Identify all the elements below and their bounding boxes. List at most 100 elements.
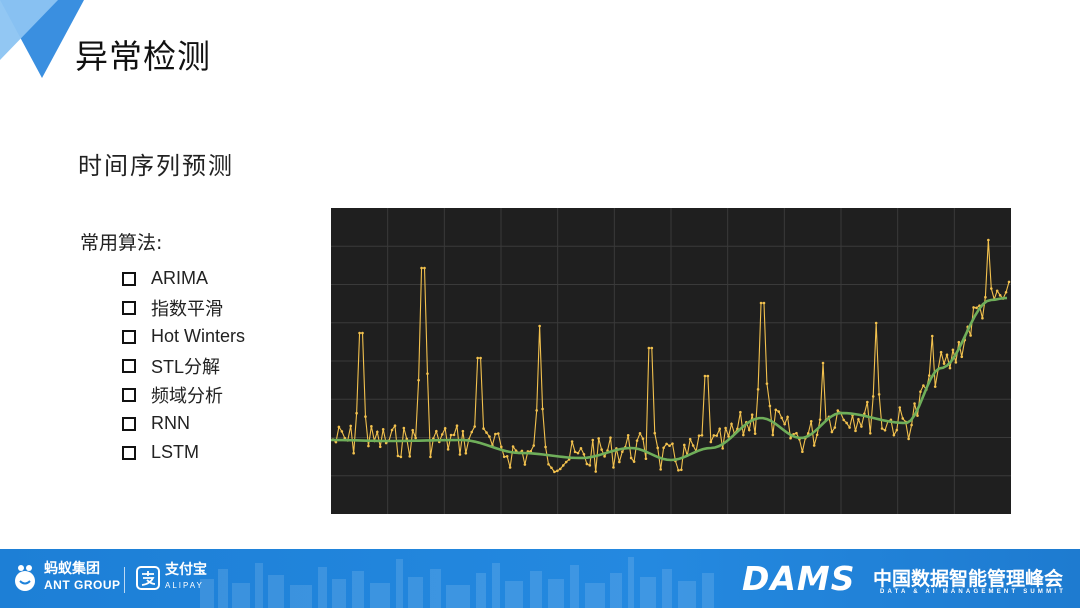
raw-series-point — [494, 432, 497, 436]
raw-series-point — [378, 445, 382, 449]
raw-series-point — [435, 429, 438, 433]
raw-series-point — [488, 435, 491, 438]
raw-series-point — [836, 409, 840, 412]
list-item: STL分解 — [122, 351, 245, 380]
raw-series-point — [933, 385, 937, 388]
raw-series-point — [730, 422, 733, 426]
raw-series-point — [771, 433, 775, 437]
raw-series-point — [426, 372, 429, 375]
raw-series-point — [464, 451, 468, 455]
raw-series-point — [570, 440, 574, 443]
raw-series-point — [653, 431, 657, 435]
raw-series-point — [945, 353, 949, 357]
raw-series-point — [848, 426, 851, 429]
raw-series-point — [742, 433, 745, 437]
raw-series-point — [868, 431, 872, 435]
raw-series-point — [626, 434, 630, 437]
alipay-en: ALIPAY — [165, 581, 204, 590]
ant-icon — [15, 565, 35, 591]
raw-series-point — [919, 390, 922, 393]
raw-series-point — [747, 428, 751, 432]
raw-series-point — [529, 449, 533, 453]
raw-series-point — [691, 444, 695, 447]
raw-series-point — [620, 450, 624, 454]
raw-series-point — [635, 439, 639, 442]
raw-series-point — [485, 431, 488, 434]
raw-series-point — [402, 426, 406, 430]
raw-series-point — [629, 456, 633, 460]
raw-series-point — [594, 470, 598, 473]
raw-series-point — [656, 446, 660, 450]
raw-series-point — [806, 432, 810, 435]
raw-series-point — [511, 445, 515, 448]
raw-series-point — [455, 424, 459, 428]
raw-series-point — [452, 433, 456, 437]
raw-series-point — [680, 468, 683, 472]
raw-series-point — [697, 434, 701, 437]
ant-group-en: ANT GROUP — [44, 578, 121, 592]
algorithm-label: RNN — [151, 413, 190, 433]
raw-series-point — [981, 316, 984, 320]
raw-series-point — [340, 430, 344, 433]
raw-series-point — [582, 452, 586, 456]
raw-series-point — [544, 445, 547, 449]
raw-series-point — [871, 395, 875, 398]
raw-series-point — [638, 431, 642, 435]
raw-series-point — [417, 378, 420, 382]
list-item: RNN — [122, 409, 245, 438]
raw-series-point — [588, 464, 592, 467]
algorithm-label: ARIMA — [151, 268, 209, 288]
raw-series-point — [665, 442, 668, 446]
raw-series-point — [564, 460, 568, 464]
algorithm-label: 频域分析 — [151, 385, 223, 406]
time-series-chart — [331, 208, 1011, 514]
raw-series-point — [384, 441, 388, 445]
city-skyline-graphic — [200, 557, 714, 608]
raw-series-point — [759, 301, 763, 305]
raw-series-point — [910, 423, 913, 427]
raw-series-point — [597, 437, 600, 440]
section-subtitle: 时间序列预测 — [78, 152, 234, 180]
raw-series-point — [762, 301, 766, 305]
raw-series-point — [969, 334, 972, 337]
raw-series-point — [883, 428, 887, 432]
raw-series-point — [532, 444, 536, 447]
algorithm-label: Hot Winters — [151, 326, 246, 346]
raw-series-point — [520, 449, 524, 453]
raw-series-point — [659, 468, 662, 471]
raw-series-point — [337, 425, 341, 429]
raw-series-point — [561, 464, 565, 467]
raw-series-point — [553, 470, 556, 474]
raw-series-point — [349, 424, 353, 428]
raw-series-point — [954, 361, 958, 364]
raw-series-point — [709, 440, 713, 444]
list-item: Hot Winters — [122, 322, 245, 351]
algorithm-label: 指数平滑 — [151, 298, 223, 319]
raw-series-point — [411, 428, 415, 432]
raw-series-point — [443, 427, 447, 430]
raw-series-point — [440, 433, 444, 436]
raw-series-point — [942, 362, 946, 365]
chart-canvas — [331, 208, 1011, 514]
corner-triangle-logo — [0, 0, 84, 78]
raw-series-point — [609, 436, 612, 439]
raw-series-point — [523, 463, 527, 466]
raw-series-point — [514, 449, 518, 452]
raw-series-point — [499, 445, 503, 449]
raw-series-point — [712, 434, 716, 437]
list-item: 指数平滑 — [122, 293, 245, 322]
raw-series-point — [700, 433, 704, 437]
raw-series-point — [721, 447, 724, 450]
square-bullet-icon — [122, 387, 136, 402]
raw-series-point — [753, 432, 757, 435]
raw-series-point — [898, 406, 902, 409]
raw-series-point — [390, 428, 394, 432]
raw-series-point — [585, 462, 589, 466]
raw-series-point — [706, 374, 710, 378]
raw-series-point — [550, 466, 553, 470]
raw-series-point — [866, 400, 869, 404]
raw-series-point — [809, 419, 813, 423]
raw-series-point — [765, 382, 769, 385]
square-bullet-icon — [122, 329, 136, 344]
raw-series-point — [399, 455, 403, 459]
